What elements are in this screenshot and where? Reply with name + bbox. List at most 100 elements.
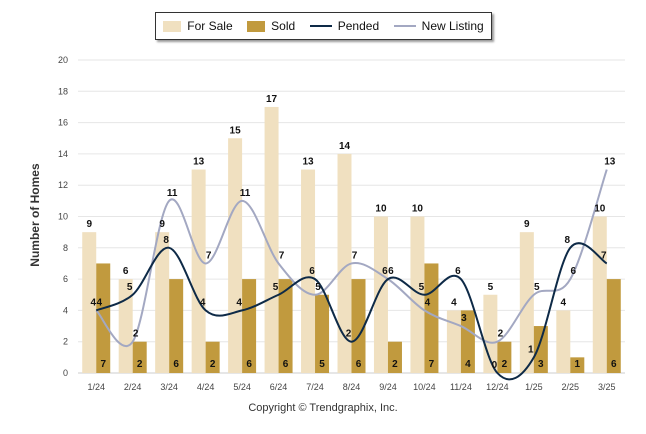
data-label-for-sale: 4 [451,297,457,308]
data-label-for-sale: 17 [266,94,278,105]
data-label-sold: 6 [283,359,289,370]
bar-for-sale [118,279,133,373]
y-tick-label: 6 [63,274,68,284]
data-label-sold: 4 [465,359,471,370]
legend: For Sale Sold Pended New Listing [155,12,492,40]
data-label-new-listing: 7 [206,250,212,261]
data-label-pended: 0 [492,360,498,371]
data-label-pended: 5 [273,282,279,293]
sold-swatch-icon [247,20,266,32]
data-label-pended: 6 [309,266,315,277]
bar-sold [570,357,585,373]
data-label-sold: 2 [210,359,216,370]
bar-for-sale [155,232,170,373]
data-label-pended: 6 [455,266,461,277]
bar-sold [533,326,548,373]
data-label-sold: 6 [611,359,617,370]
bar-sold [169,279,184,373]
bar-sold [315,294,330,373]
y-tick-label: 12 [58,180,68,190]
legend-label-pended: Pended [337,19,380,33]
data-label-pended: 4 [236,297,242,308]
data-label-pended: 5 [419,282,425,293]
x-tick-label: 3/25 [598,382,616,392]
x-tick-label: 10/24 [413,382,436,392]
legend-item-new-listing[interactable]: New Listing [393,19,484,33]
y-tick-label: 18 [58,86,68,96]
x-tick-label: 8/24 [343,382,361,392]
legend-label-for-sale: For Sale [187,19,233,33]
legend-item-sold[interactable]: Sold [247,19,295,33]
x-tick-label: 2/24 [124,382,142,392]
data-label-for-sale: 10 [412,204,424,215]
data-label-sold: 7 [100,359,106,370]
bar-sold [387,341,402,373]
data-label-for-sale: 6 [123,266,129,277]
data-label-new-listing: 5 [315,282,321,293]
x-tick-label: 1/25 [525,382,543,392]
data-label-pended: 7 [601,250,607,261]
data-label-for-sale: 13 [193,157,205,168]
data-label-new-listing: 2 [133,329,139,340]
data-label-new-listing: 6 [388,266,394,277]
data-label-new-listing: 5 [534,282,540,293]
legend-label-sold: Sold [271,19,296,33]
data-label-new-listing: 7 [352,250,358,261]
bar-for-sale [592,216,607,373]
series-line-pended [95,242,608,381]
data-label-for-sale: 10 [594,204,606,215]
bar-for-sale [446,310,461,373]
data-label-new-listing: 11 [240,188,251,199]
bar-sold [424,263,439,373]
bar-sold [278,279,293,373]
for-sale-swatch-icon [163,20,182,32]
data-label-sold: 2 [392,359,398,370]
data-label-pended: 1 [528,344,534,355]
data-label-sold: 6 [173,359,179,370]
data-label-pended: 8 [565,235,571,246]
data-label-new-listing: 6 [571,266,577,277]
copyright-footer: Copyright © Trendgraphix, Inc. [248,402,398,414]
bar-sold [606,279,621,373]
bar-for-sale [556,310,571,373]
pended-line-icon [309,25,332,27]
x-tick-label: 7/24 [306,382,324,392]
x-tick-label: 1/24 [87,382,105,392]
bar-for-sale [337,153,352,373]
data-label-pended: 4 [90,297,96,308]
bar-sold [132,341,147,373]
data-label-pended: 8 [163,235,169,246]
data-label-sold: 2 [137,359,143,370]
y-tick-label: 0 [63,368,68,378]
x-tick-label: 12/24 [486,382,509,392]
bar-sold [242,279,257,373]
data-label-for-sale: 9 [159,219,165,230]
x-tick-label: 3/24 [160,382,178,392]
data-label-new-listing: 4 [96,297,102,308]
data-label-sold: 5 [319,359,325,370]
data-label-for-sale: 5 [488,282,494,293]
bar-for-sale [373,216,388,373]
bar-for-sale [410,216,425,373]
data-label-pended: 2 [346,329,352,340]
data-label-pended: 4 [200,297,206,308]
new-listing-line-icon [393,25,416,27]
legend-item-pended[interactable]: Pended [309,19,380,33]
y-tick-label: 14 [58,149,68,159]
y-tick-label: 20 [58,55,68,65]
x-tick-label: 9/24 [379,382,397,392]
x-tick-label: 5/24 [233,382,251,392]
data-label-pended: 6 [382,266,388,277]
data-label-new-listing: 13 [604,157,616,168]
data-label-new-listing: 7 [279,250,285,261]
y-tick-label: 10 [58,212,68,222]
bar-sold [351,279,366,373]
legend-item-for-sale[interactable]: For Sale [163,19,233,33]
data-label-sold: 3 [538,359,544,370]
y-tick-label: 4 [63,305,68,315]
data-label-for-sale: 9 [86,219,92,230]
bar-sold [205,341,220,373]
bar-sold [96,263,111,373]
data-label-for-sale: 4 [561,297,567,308]
